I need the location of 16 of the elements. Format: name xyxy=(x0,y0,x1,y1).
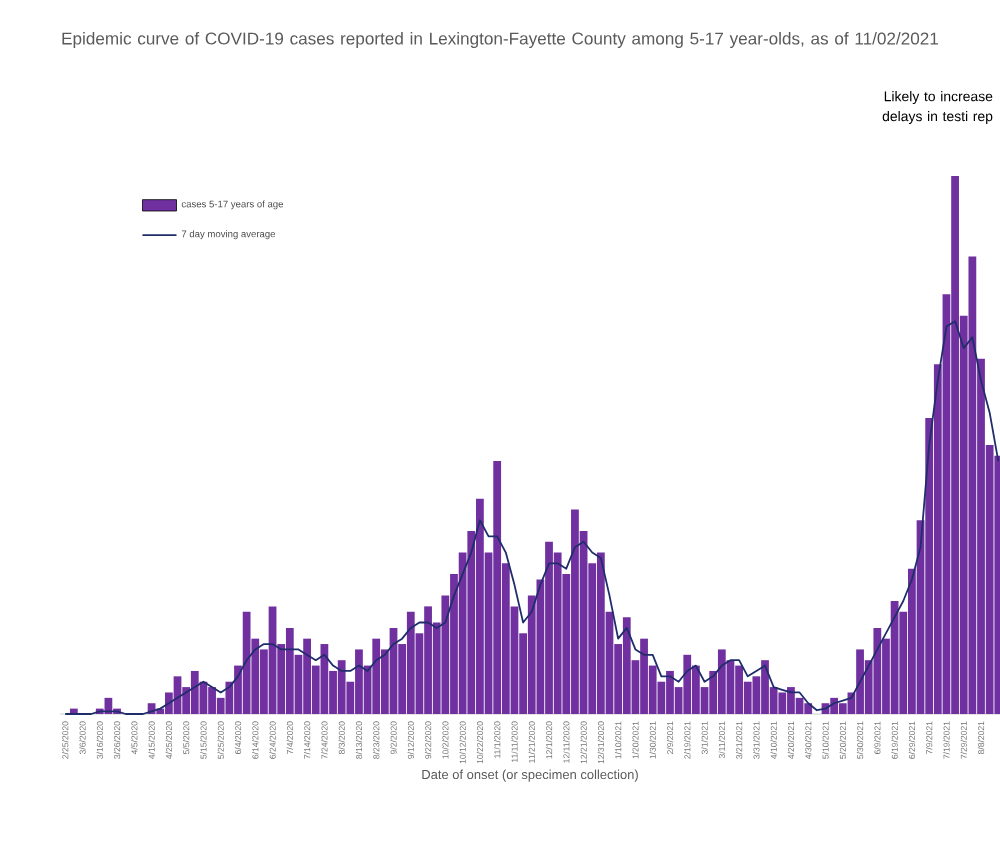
bar xyxy=(406,611,415,714)
bar xyxy=(778,692,787,714)
bar xyxy=(372,638,381,714)
bar xyxy=(242,611,251,714)
chart-title: Epidemic curve of COVID-19 cases reported in Lexington-Fayette County among 5-17 year-olds, as of 11/02/2021 xyxy=(62,32,938,48)
bar xyxy=(873,627,882,714)
bar xyxy=(890,600,899,714)
bar xyxy=(493,461,502,714)
bar xyxy=(622,617,631,714)
bar xyxy=(968,256,977,714)
bar xyxy=(596,552,605,714)
bar xyxy=(683,654,692,714)
bar xyxy=(190,670,199,714)
bar xyxy=(285,627,294,714)
bar xyxy=(337,660,346,714)
bar xyxy=(717,649,726,714)
